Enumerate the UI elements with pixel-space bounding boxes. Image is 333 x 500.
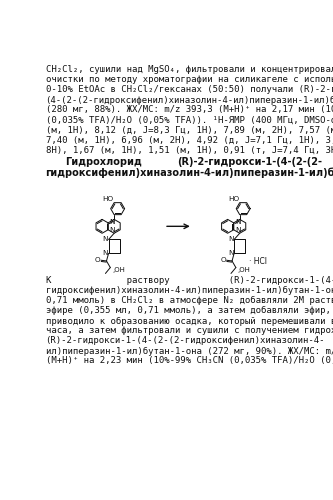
Text: 7,40 (м, 1H), 6,96 (м, 2H), 4,92 (д, J=7,1 Гц, 1H), 3,88 (м,: 7,40 (м, 1H), 6,96 (м, 2H), 4,92 (д, J=7… [46, 136, 333, 144]
Text: часа, а затем фильтровали и сушили с получением гидрохлорида: часа, а затем фильтровали и сушили с пол… [46, 326, 333, 336]
Text: N: N [109, 227, 115, 233]
Text: ил)пиперазин-1-ил)бутан-1-она (272 мг, 90%). ЖХ/МС: m/z 393,1: ил)пиперазин-1-ил)бутан-1-она (272 мг, 9… [46, 346, 333, 356]
Text: (M+H)⁺ на 2,23 мин (10%-99% CH₃CN (0,035% TFA)/H₂O (0,05% TFA)).: (M+H)⁺ на 2,23 мин (10%-99% CH₃CN (0,035… [46, 356, 333, 366]
Text: ,OH: ,OH [112, 267, 125, 273]
Text: (4-(2-(2-гидроксифенил)хиназолин-4-ил)пиперазин-1-ил)бутан-1-он: (4-(2-(2-гидроксифенил)хиназолин-4-ил)пи… [46, 96, 333, 104]
Text: · HCl: · HCl [249, 256, 267, 266]
Text: N: N [103, 250, 108, 256]
Text: ,OH: ,OH [238, 267, 250, 273]
Text: 0-10% EtOAc в CH₂Cl₂/гексанах (50:50) получали (R)-2-гидрокси-1-: 0-10% EtOAc в CH₂Cl₂/гексанах (50:50) по… [46, 86, 333, 94]
Text: O: O [95, 258, 101, 264]
Text: N: N [103, 236, 108, 242]
Text: (м, 1H), 8,12 (д, J=8,3 Гц, 1H), 7,89 (м, 2H), 7,57 (м, 1H),: (м, 1H), 8,12 (д, J=8,3 Гц, 1H), 7,89 (м… [46, 126, 333, 134]
Text: эфире (0,355 мл, 0,71 ммоль), а затем добавляли эфир, что: эфире (0,355 мл, 0,71 ммоль), а затем до… [46, 306, 333, 316]
Text: (R)-2-гидрокси-1-(4-(2-(2-гидроксифенил)хиназолин-4-: (R)-2-гидрокси-1-(4-(2-(2-гидроксифенил)… [46, 336, 325, 345]
Text: HO: HO [228, 196, 239, 202]
Text: CH₂Cl₂, сушили над MgSO₄, фильтровали и концентрировали. Путем: CH₂Cl₂, сушили над MgSO₄, фильтровали и … [46, 66, 333, 74]
Text: N: N [235, 227, 240, 233]
Text: N: N [228, 250, 234, 256]
Text: N: N [109, 220, 115, 226]
Text: N: N [228, 236, 234, 242]
Text: гидроксифенил)хиназолин-4-ил)пиперазин-1-ил)бутан-1-она (280 мг,: гидроксифенил)хиназолин-4-ил)пиперазин-1… [46, 286, 333, 296]
Text: (280 мг, 88%). ЖХ/МС: m/z 393,3 (M+H)⁺ на 2,17 мин (10%-99% CH₃CN: (280 мг, 88%). ЖХ/МС: m/z 393,3 (M+H)⁺ н… [46, 106, 333, 114]
Text: (R)-2-гидрокси-1-(4-(2-(2-: (R)-2-гидрокси-1-(4-(2-(2- [177, 157, 322, 167]
Text: К              раствору           (R)-2-гидрокси-1-(4-(2-(2-: К раствору (R)-2-гидрокси-1-(4-(2-(2- [46, 276, 333, 285]
Text: HO: HO [102, 196, 113, 202]
Text: 0,71 ммоль) в CH₂Cl₂ в атмосфере N₂ добавляли 2M раствор HCl в: 0,71 ммоль) в CH₂Cl₂ в атмосфере N₂ доба… [46, 296, 333, 306]
Text: 8H), 1,67 (м, 1H), 1,51 (м, 1H), 0,91 (т, J=7,4 Гц, 3H).: 8H), 1,67 (м, 1H), 1,51 (м, 1H), 0,91 (т… [46, 146, 333, 154]
Text: N: N [235, 220, 240, 226]
Text: приводило к образованию осадка, который перемешивали в течение 1: приводило к образованию осадка, который … [46, 316, 333, 326]
Text: Гидрохлорид: Гидрохлорид [65, 157, 142, 167]
Text: очистки по методу хроматографии на силикагеле с использованием: очистки по методу хроматографии на силик… [46, 76, 333, 84]
Text: O: O [220, 258, 226, 264]
Text: гидроксифенил)хиназолин-4-ил)пиперазин-1-ил)бутан-1-она: гидроксифенил)хиназолин-4-ил)пиперазин-1… [46, 167, 333, 177]
Text: (0,035% TFA)/H₂O (0,05% TFA)). ¹Н-ЯМР (400 МГц, DMSO-d6) δ 8,47: (0,035% TFA)/H₂O (0,05% TFA)). ¹Н-ЯМР (4… [46, 116, 333, 124]
